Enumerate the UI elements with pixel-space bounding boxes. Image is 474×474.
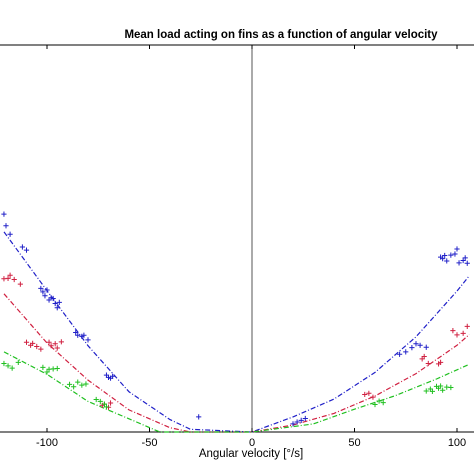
data-point-series-1	[454, 246, 459, 251]
data-point-series-3	[75, 379, 80, 384]
data-point-series-1	[85, 337, 90, 342]
data-point-series-3	[10, 366, 15, 371]
data-point-series-1	[456, 260, 461, 265]
data-point-series-2	[370, 395, 375, 400]
x-tick-label: -100	[36, 437, 58, 449]
data-point-series-2	[461, 331, 466, 336]
data-point-series-3	[5, 363, 10, 368]
data-point-series-1	[452, 251, 457, 256]
x-tick-label: 100	[448, 437, 466, 449]
fit-curve-series-1	[4, 232, 469, 432]
data-point-series-3	[448, 385, 453, 390]
data-point-series-3	[40, 365, 45, 370]
data-point-series-1	[196, 414, 201, 419]
x-axis-label: Angular velocity [°/s]	[199, 448, 303, 460]
data-point-series-2	[465, 324, 470, 329]
data-point-series-1	[20, 244, 25, 249]
data-point-series-2	[59, 339, 64, 344]
data-point-series-3	[67, 382, 72, 387]
data-point-series-1	[448, 253, 453, 258]
data-point-series-2	[362, 392, 367, 397]
fit-curve-series-2	[4, 294, 469, 432]
data-point-series-1	[24, 248, 29, 253]
data-point-series-1	[57, 300, 62, 305]
data-point-series-2	[24, 340, 29, 345]
data-point-series-1	[1, 212, 6, 217]
data-point-series-3	[1, 361, 6, 366]
data-point-series-1	[444, 258, 449, 263]
data-point-series-3	[79, 383, 84, 388]
data-point-series-1	[8, 232, 13, 237]
chart-title: Mean load acting on fins as a function o…	[124, 29, 438, 41]
fit-curves	[4, 232, 469, 432]
fit-curve-series-3	[4, 352, 469, 432]
data-point-series-3	[16, 360, 21, 365]
data-point-series-1	[409, 345, 414, 350]
data-point-series-2	[454, 332, 459, 337]
data-point-series-1	[465, 261, 470, 266]
data-point-series-1	[424, 345, 429, 350]
data-point-series-2	[366, 391, 371, 396]
data-point-series-3	[71, 384, 76, 389]
data-point-series-3	[55, 366, 60, 371]
data-point-series-2	[34, 344, 39, 349]
data-point-series-2	[426, 361, 431, 366]
x-tick-label: -50	[142, 437, 158, 449]
data-point-series-2	[12, 277, 17, 282]
data-point-series-2	[450, 328, 455, 333]
data-point-series-2	[18, 282, 23, 287]
x-tick-label: 50	[348, 437, 360, 449]
x-axis-ticks: -100 -50 0 50 100	[36, 45, 466, 449]
data-point-series-2	[38, 347, 43, 352]
data-point-series-1	[403, 349, 408, 354]
plot-frame	[0, 45, 474, 432]
data-point-series-3	[83, 381, 88, 386]
data-point-series-1	[3, 223, 8, 228]
